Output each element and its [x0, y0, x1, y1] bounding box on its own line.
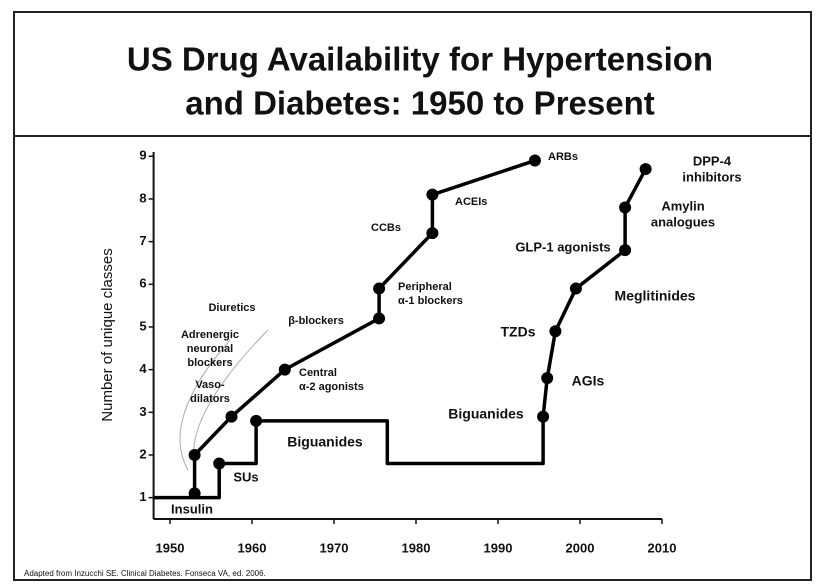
y-tick-label: 5: [139, 318, 146, 333]
title-line: and Diabetes: 1950 to Present: [185, 85, 655, 122]
y-tick-label: 6: [139, 276, 146, 291]
data-point: [528, 154, 541, 167]
annotation: CCBs: [371, 222, 401, 234]
annotation: ARBs: [548, 151, 578, 163]
x-tick-label: 1980: [402, 540, 431, 555]
data-point: [426, 188, 439, 201]
callout-arc: [179, 339, 231, 471]
annotation: Amylin: [661, 198, 704, 213]
data-point: [373, 282, 386, 295]
y-tick-label: 1: [139, 489, 146, 504]
annotation: Biguanides: [287, 434, 363, 450]
data-point: [188, 448, 201, 461]
annotation: AGIs: [572, 373, 605, 389]
y-tick-label: 4: [139, 361, 147, 376]
annotation: Diuretics: [208, 302, 255, 314]
series-line: [153, 416, 545, 500]
series-line: [192, 158, 536, 494]
annotation: DPP-4: [693, 153, 732, 168]
annotation: ACEIs: [455, 196, 487, 208]
y-tick-label: 7: [139, 233, 146, 248]
annotation: β-blockers: [288, 315, 344, 327]
data-point: [639, 163, 652, 176]
title-line: US Drug Availability for Hypertension: [127, 41, 713, 78]
x-tick-label: 2010: [648, 540, 677, 555]
y-tick-label: 8: [139, 190, 146, 205]
annotation: analogues: [651, 214, 715, 229]
data-point: [619, 201, 632, 214]
annotation: Peripheral: [398, 281, 452, 293]
annotation: α-2 agonists: [299, 381, 364, 393]
source: Adapted from Inzucchi SE. Clinical Diabe…: [24, 569, 266, 578]
data-point: [225, 410, 238, 423]
y-tick-label: 2: [139, 446, 146, 461]
annotation: neuronal: [187, 343, 233, 355]
annotation: Adrenergic: [181, 329, 239, 341]
annotation: α-1 blockers: [398, 295, 463, 307]
data-point: [569, 282, 582, 295]
annotation: inhibitors: [682, 169, 741, 184]
annotation: Biguanides: [448, 406, 524, 422]
y-tick-label: 9: [139, 148, 146, 163]
x-tick-label: 1970: [320, 540, 349, 555]
annotation: Vaso-: [195, 379, 225, 391]
annotation: SUs: [233, 469, 258, 484]
slide-border: [13, 11, 812, 581]
annotation: Insulin: [171, 501, 213, 516]
data-point: [537, 410, 550, 423]
data-point: [426, 227, 439, 240]
data-point: [549, 325, 562, 338]
annotation: GLP-1 agonists: [515, 239, 610, 254]
annotation: blockers: [187, 357, 232, 369]
data-point: [619, 244, 632, 257]
annotation: Meglitinides: [615, 288, 696, 304]
x-tick-label: 1950: [156, 540, 185, 555]
annotation: Central: [299, 367, 337, 379]
data-point: [250, 414, 263, 427]
data-point: [213, 457, 226, 470]
x-tick-label: 1990: [484, 540, 513, 555]
data-point: [541, 372, 554, 385]
annotation: TZDs: [501, 324, 536, 340]
data-point: [373, 312, 386, 325]
x-tick-label: 1960: [238, 540, 267, 555]
y-axis-label: Number of unique classes: [99, 248, 116, 421]
data-point: [278, 363, 291, 376]
y-tick-label: 3: [139, 404, 146, 419]
annotation: dilators: [190, 393, 230, 405]
x-tick-label: 2000: [566, 540, 595, 555]
